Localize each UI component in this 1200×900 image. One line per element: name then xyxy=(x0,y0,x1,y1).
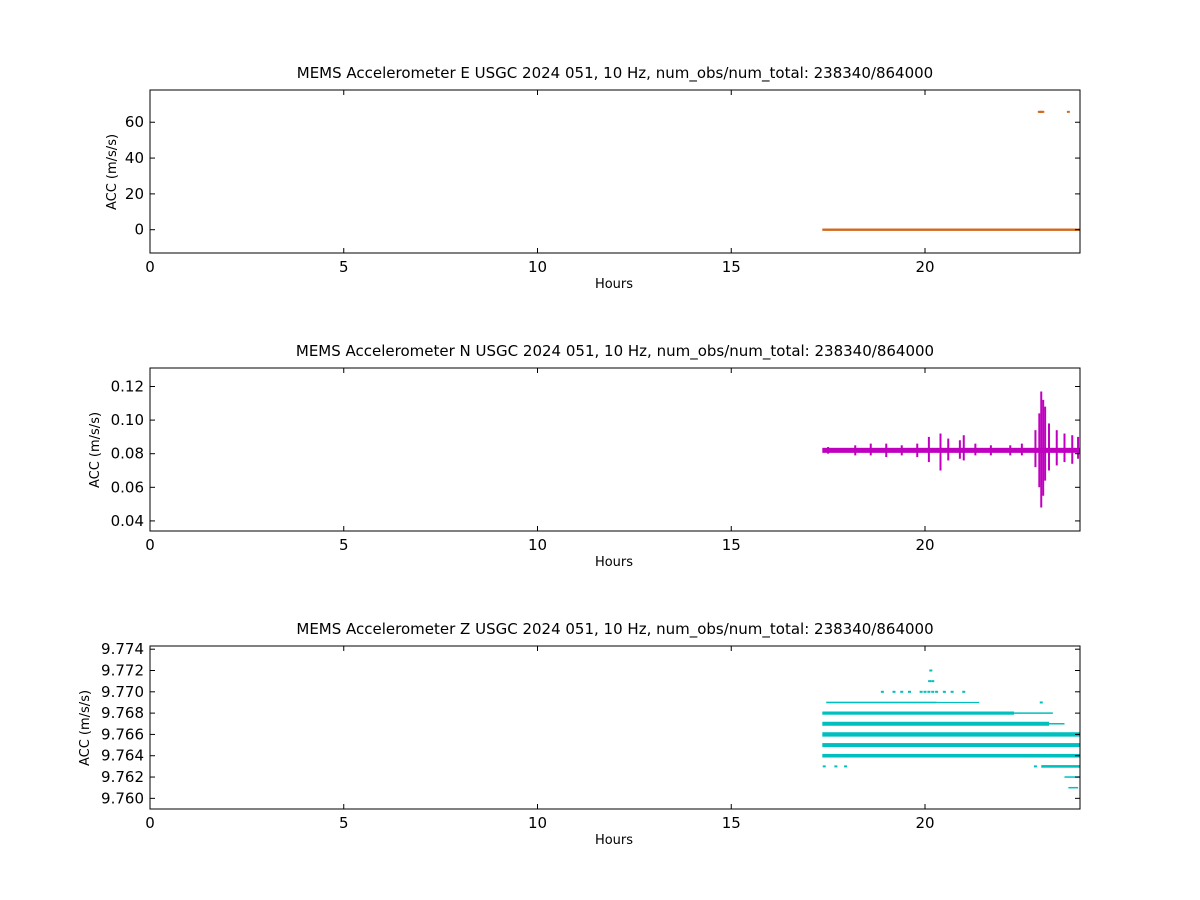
x-tick-label: 15 xyxy=(722,814,741,832)
marks-n xyxy=(822,391,1080,508)
data-point xyxy=(929,669,933,672)
chart-title-e: MEMS Accelerometer E USGC 2024 051, 10 H… xyxy=(297,64,933,83)
x-axis-z: 0 5 10 15 20 xyxy=(145,646,935,832)
x-tick-label: 0 xyxy=(145,814,155,832)
x-axis-label-e: Hours xyxy=(595,277,633,292)
data-point xyxy=(822,765,826,768)
y-tick-label: 20 xyxy=(125,185,144,203)
data-point xyxy=(950,690,954,693)
y-tick-label: 9.766 xyxy=(101,725,144,743)
data-band xyxy=(1068,786,1079,789)
x-axis-label-z: Hours xyxy=(595,833,633,848)
data-point xyxy=(927,690,931,693)
y-tick-label: 60 xyxy=(125,113,144,131)
data-band xyxy=(822,228,1080,231)
data-point xyxy=(1066,110,1070,113)
x-tick-label: 10 xyxy=(528,814,547,832)
data-band xyxy=(826,701,937,704)
y-axis-label-z: ACC (m/s/s) xyxy=(78,690,93,766)
data-point xyxy=(942,690,946,693)
data-point xyxy=(1039,701,1043,704)
y-axis-n: 0.04 0.06 0.08 0.10 0.12 xyxy=(111,377,1080,530)
data-band xyxy=(1049,723,1065,725)
data-point xyxy=(880,690,884,693)
subplot-e: MEMS Accelerometer E USGC 2024 051, 10 H… xyxy=(105,64,1081,292)
x-tick-label: 15 xyxy=(722,258,741,276)
y-tick-label: 0.10 xyxy=(111,411,144,429)
data-point xyxy=(935,690,939,693)
x-tick-label: 10 xyxy=(528,258,547,276)
chart-title-z: MEMS Accelerometer Z USGC 2024 051, 10 H… xyxy=(296,620,933,639)
data-point xyxy=(900,690,904,693)
data-point xyxy=(962,690,966,693)
y-axis-z: 9.760 9.762 9.764 9.766 9.768 9.770 9.772 9.774 xyxy=(101,640,1080,807)
y-tick-label: 0.08 xyxy=(111,445,144,463)
subplot-n: MEMS Accelerometer N USGC 2024 051, 10 H… xyxy=(88,342,1081,570)
x-tick-label: 5 xyxy=(339,258,349,276)
data-band xyxy=(1014,712,1053,714)
x-axis-label-n: Hours xyxy=(595,555,633,570)
data-point xyxy=(931,680,935,683)
y-axis-label-n: ACC (m/s/s) xyxy=(88,412,103,488)
y-tick-label: 9.764 xyxy=(101,747,144,765)
marks-e xyxy=(822,110,1080,231)
plot-frame-z xyxy=(149,645,1081,810)
x-tick-label: 0 xyxy=(145,258,155,276)
data-band xyxy=(822,753,1080,758)
x-axis-n: 0 5 10 15 20 xyxy=(145,368,935,554)
data-band xyxy=(936,701,980,704)
y-tick-label: 0.04 xyxy=(111,512,144,530)
data-band xyxy=(822,447,1080,453)
data-band xyxy=(822,732,1080,737)
y-axis-e: 0 20 40 60 xyxy=(125,113,1080,239)
plot-frame-e xyxy=(149,89,1081,254)
y-tick-label: 0 xyxy=(134,221,144,239)
data-band xyxy=(1064,776,1080,778)
x-tick-label: 20 xyxy=(915,536,934,554)
y-axis-label-e: ACC (m/s/s) xyxy=(105,134,120,210)
data-point xyxy=(892,690,896,693)
data-point xyxy=(923,690,927,693)
y-tick-label: 0.12 xyxy=(111,377,144,395)
data-point xyxy=(928,680,932,683)
y-tick-label: 9.770 xyxy=(101,683,144,701)
data-point xyxy=(1033,765,1037,768)
y-tick-label: 9.772 xyxy=(101,662,144,680)
y-tick-label: 40 xyxy=(125,149,144,167)
x-axis-e: 0 5 10 15 20 xyxy=(145,90,935,276)
y-tick-label: 0.06 xyxy=(111,478,144,496)
x-tick-label: 20 xyxy=(915,258,934,276)
data-point xyxy=(1041,110,1045,113)
x-tick-label: 15 xyxy=(722,536,741,554)
data-band xyxy=(822,721,1049,726)
y-tick-label: 9.768 xyxy=(101,704,144,722)
x-tick-label: 10 xyxy=(528,536,547,554)
chart-title-n: MEMS Accelerometer N USGC 2024 051, 10 H… xyxy=(296,342,934,361)
x-tick-label: 5 xyxy=(339,814,349,832)
y-tick-label: 9.760 xyxy=(101,789,144,807)
data-point xyxy=(844,765,848,768)
data-point xyxy=(919,690,923,693)
x-tick-label: 0 xyxy=(145,536,155,554)
plot-frame-n xyxy=(149,367,1081,532)
data-band xyxy=(822,711,1015,715)
data-band xyxy=(822,743,1080,748)
data-point xyxy=(908,690,911,693)
y-tick-label: 9.762 xyxy=(101,768,144,786)
x-tick-label: 20 xyxy=(915,814,934,832)
data-point xyxy=(931,690,935,693)
subplot-z: MEMS Accelerometer Z USGC 2024 051, 10 H… xyxy=(78,620,1081,848)
x-tick-label: 5 xyxy=(339,536,349,554)
y-tick-label: 9.774 xyxy=(101,640,144,658)
data-point xyxy=(834,765,838,768)
data-band xyxy=(1041,765,1080,768)
marks-z xyxy=(822,669,1080,789)
